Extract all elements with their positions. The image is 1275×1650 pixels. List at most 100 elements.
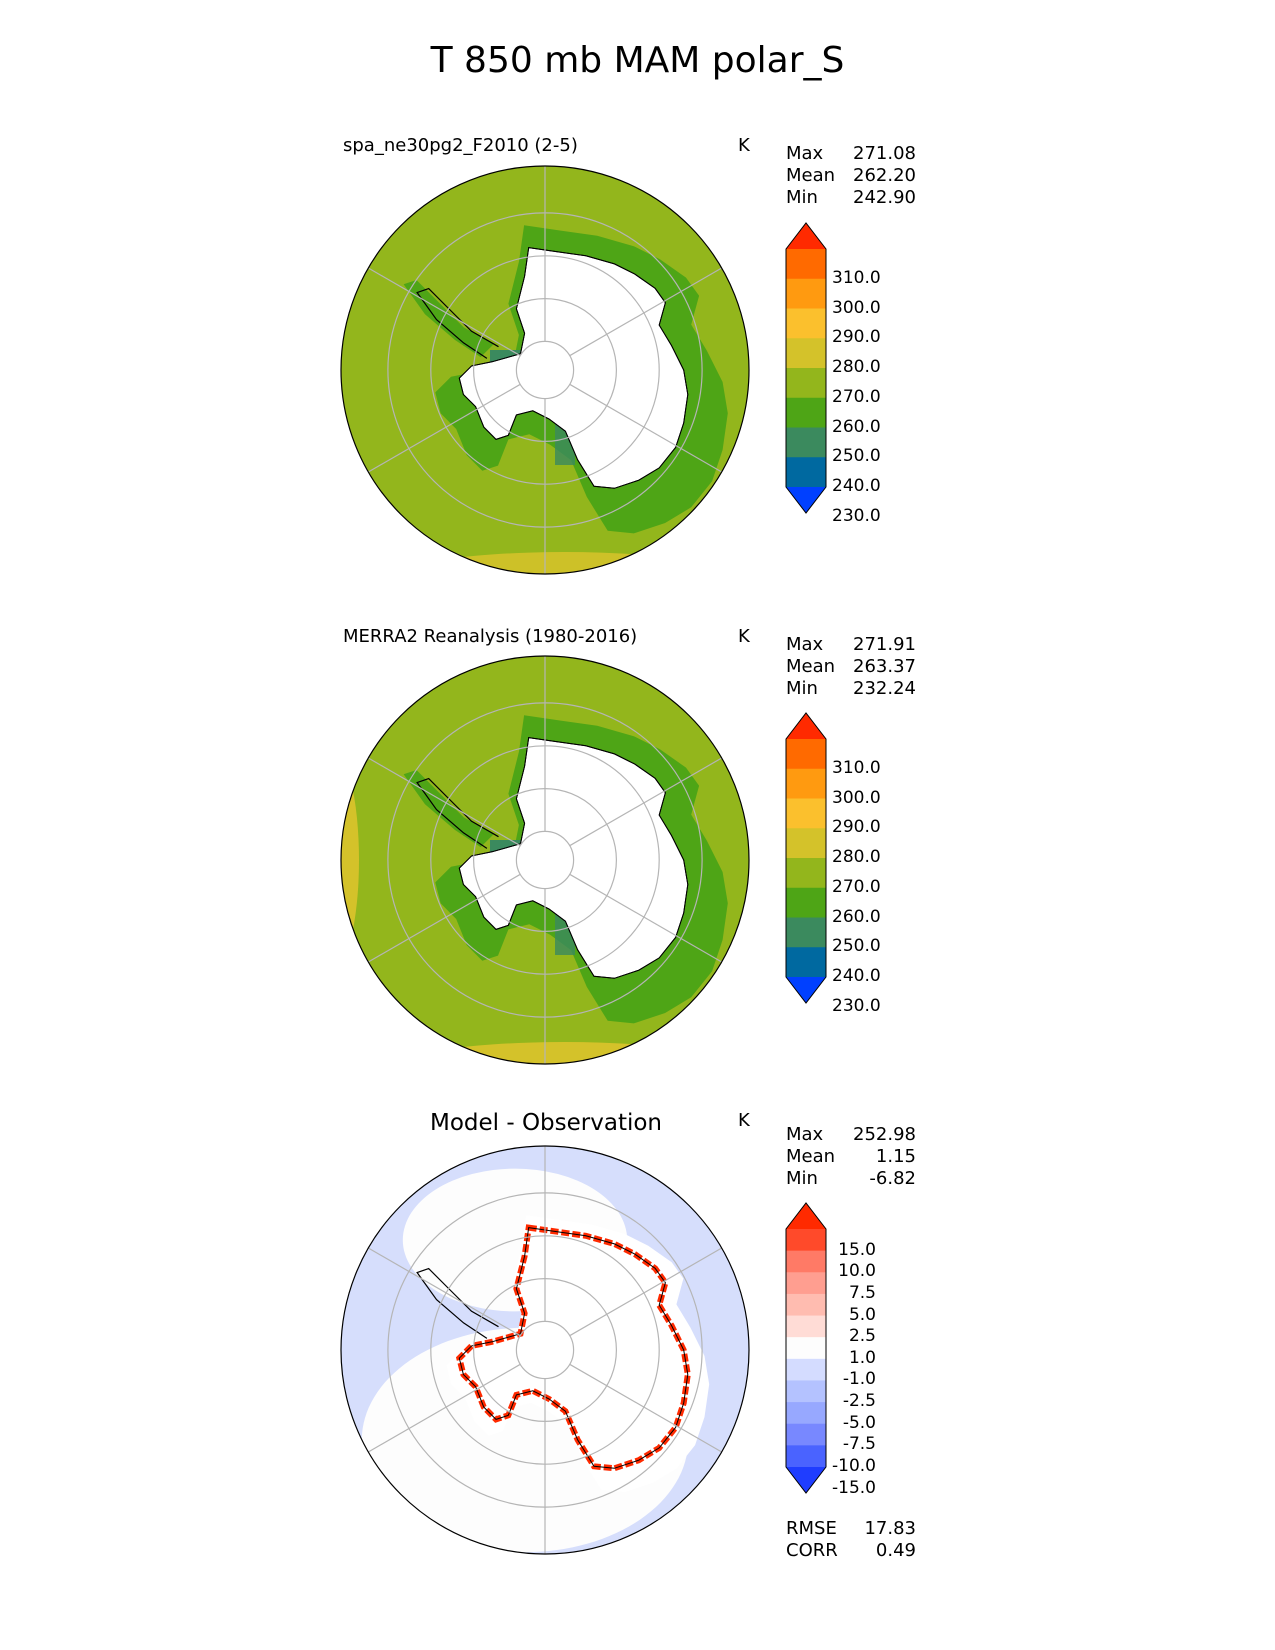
stat-key: Min [786, 187, 818, 208]
stat-value: 263.37 [853, 656, 916, 677]
meridian-gridline [569, 757, 722, 847]
stat-value: -6.82 [869, 1168, 916, 1189]
colorbar-segment [786, 1272, 826, 1295]
colorbar-segment [786, 1229, 826, 1252]
meridian-gridline [569, 383, 722, 473]
colorbar-segment [786, 768, 826, 800]
map-boundary [340, 165, 750, 575]
colorbar-segment [786, 917, 826, 948]
colorbar-segment [786, 1358, 826, 1382]
colorbar-segment [786, 739, 826, 770]
stat-value: 242.90 [853, 187, 916, 208]
colorbar-segment [786, 278, 826, 310]
map-boundary [340, 1145, 750, 1555]
colorbar [785, 1202, 827, 1494]
stat-value: 1.15 [875, 1146, 916, 1167]
colorbar-segment [786, 427, 826, 458]
panel-title: MERRA2 Reanalysis (1980-2016) [343, 626, 638, 647]
colorbar-tick-label: 260.0 [832, 906, 881, 927]
stat-value: 262.20 [853, 165, 916, 186]
peninsula-shelf [403, 280, 494, 358]
colorbar-extend-bottom [786, 1467, 826, 1493]
colorbar-segment [786, 1315, 826, 1338]
colorbar-tick-label: 300.0 [832, 787, 881, 808]
colorbar-tick-label: 15.0 [838, 1239, 876, 1260]
warm-band-left [341, 747, 359, 973]
colorbar-tick-label: 1.0 [848, 1347, 876, 1368]
colorbar-segment [786, 457, 826, 488]
colorbar-segment [786, 1402, 826, 1425]
colorbar-tick-label: 270.0 [832, 876, 881, 897]
meridian-gridline [569, 267, 722, 357]
colorbar-tick-label: 260.0 [832, 416, 881, 437]
colorbar-tick-label: 10.0 [838, 1261, 876, 1282]
colorbar-tick-label: 2.5 [848, 1326, 876, 1347]
meridian-gridline [569, 1363, 722, 1453]
colorbar-outline [785, 1202, 827, 1494]
coastline [458, 1227, 689, 1469]
colorbar-tick-label: 310.0 [832, 267, 881, 288]
colorbar-segment [786, 798, 826, 829]
stat-key: Max [786, 143, 824, 164]
colorbar-segment [786, 308, 826, 339]
meridian-gridline [569, 873, 722, 963]
metric-key: RMSE [786, 1518, 837, 1539]
colorbar-segment [786, 249, 826, 280]
stat-value: 252.98 [853, 1124, 916, 1145]
stat-key: Mean [786, 656, 836, 677]
stat-key: Min [786, 678, 818, 699]
panel-title: spa_ne30pg2_F2010 (2-5) [343, 135, 578, 156]
panel-title: Model - Observation [429, 1110, 663, 1136]
colorbar-segment [786, 858, 826, 889]
colorbar-segment [786, 1250, 826, 1273]
peninsula-coastline [416, 287, 499, 359]
stat-row: Min 242.90 [786, 187, 916, 209]
colorbar-outline [785, 222, 827, 514]
metric-row: CORR 0.49 [786, 1540, 916, 1562]
peninsula-coastline [416, 1267, 499, 1339]
colorbar-segment [786, 947, 826, 978]
colorbar-tick-label: 290.0 [832, 327, 881, 348]
colorbar-outline [785, 712, 827, 1004]
colorbar-tick-label: -5.0 [842, 1412, 876, 1433]
colorbar-tick-label: 240.0 [832, 966, 881, 986]
colorbar-tick-label: 300.0 [832, 297, 881, 318]
colorbar-segment [786, 1445, 826, 1468]
stat-row: Max 271.08 [786, 143, 916, 165]
stat-row: Max 252.98 [786, 1124, 916, 1146]
colorbar-segment [786, 397, 826, 429]
colorbar-segment [786, 887, 826, 919]
stat-row: Mean 1.15 [786, 1146, 916, 1168]
warm-band [381, 1042, 749, 1064]
colorbar-tick-label: 280.0 [832, 357, 881, 377]
colorbar-tick-label: 250.0 [832, 446, 881, 467]
unit-label: K [738, 135, 750, 156]
colorbar [785, 712, 827, 1004]
colorbar-segment [786, 828, 826, 859]
stat-row: Mean 262.20 [786, 165, 916, 187]
coastline [458, 247, 689, 489]
meridian-gridline [368, 1247, 521, 1337]
metric-value: 0.49 [875, 1540, 916, 1561]
stat-value: 271.91 [853, 634, 916, 655]
colorbar-tick-label: -1.0 [842, 1369, 876, 1390]
stat-key: Max [786, 1124, 824, 1145]
colorbar-tick-label: 280.0 [832, 847, 881, 867]
colorbar-tick-label: 270.0 [832, 386, 881, 407]
colorbar-extend-bottom [786, 487, 826, 513]
polar-map [340, 165, 750, 575]
meridian-gridline [569, 1247, 722, 1337]
meridian-gridline [368, 267, 521, 357]
stat-value: 232.24 [853, 678, 916, 699]
meridian-gridline [368, 757, 521, 847]
metric-key: CORR [786, 1540, 838, 1561]
colorbar-tick-label: 230.0 [832, 995, 881, 1016]
colorbar-tick-label: -2.5 [842, 1391, 876, 1412]
latitude-gridline [515, 1320, 575, 1380]
colorbar-segment [786, 368, 826, 399]
colorbar-tick-label: -7.5 [842, 1434, 876, 1455]
colorbar-segment [786, 1337, 826, 1360]
colorbar-tick-label: 310.0 [832, 757, 881, 778]
colorbar-extend-top [786, 1203, 826, 1229]
stat-value: 271.08 [853, 143, 916, 164]
